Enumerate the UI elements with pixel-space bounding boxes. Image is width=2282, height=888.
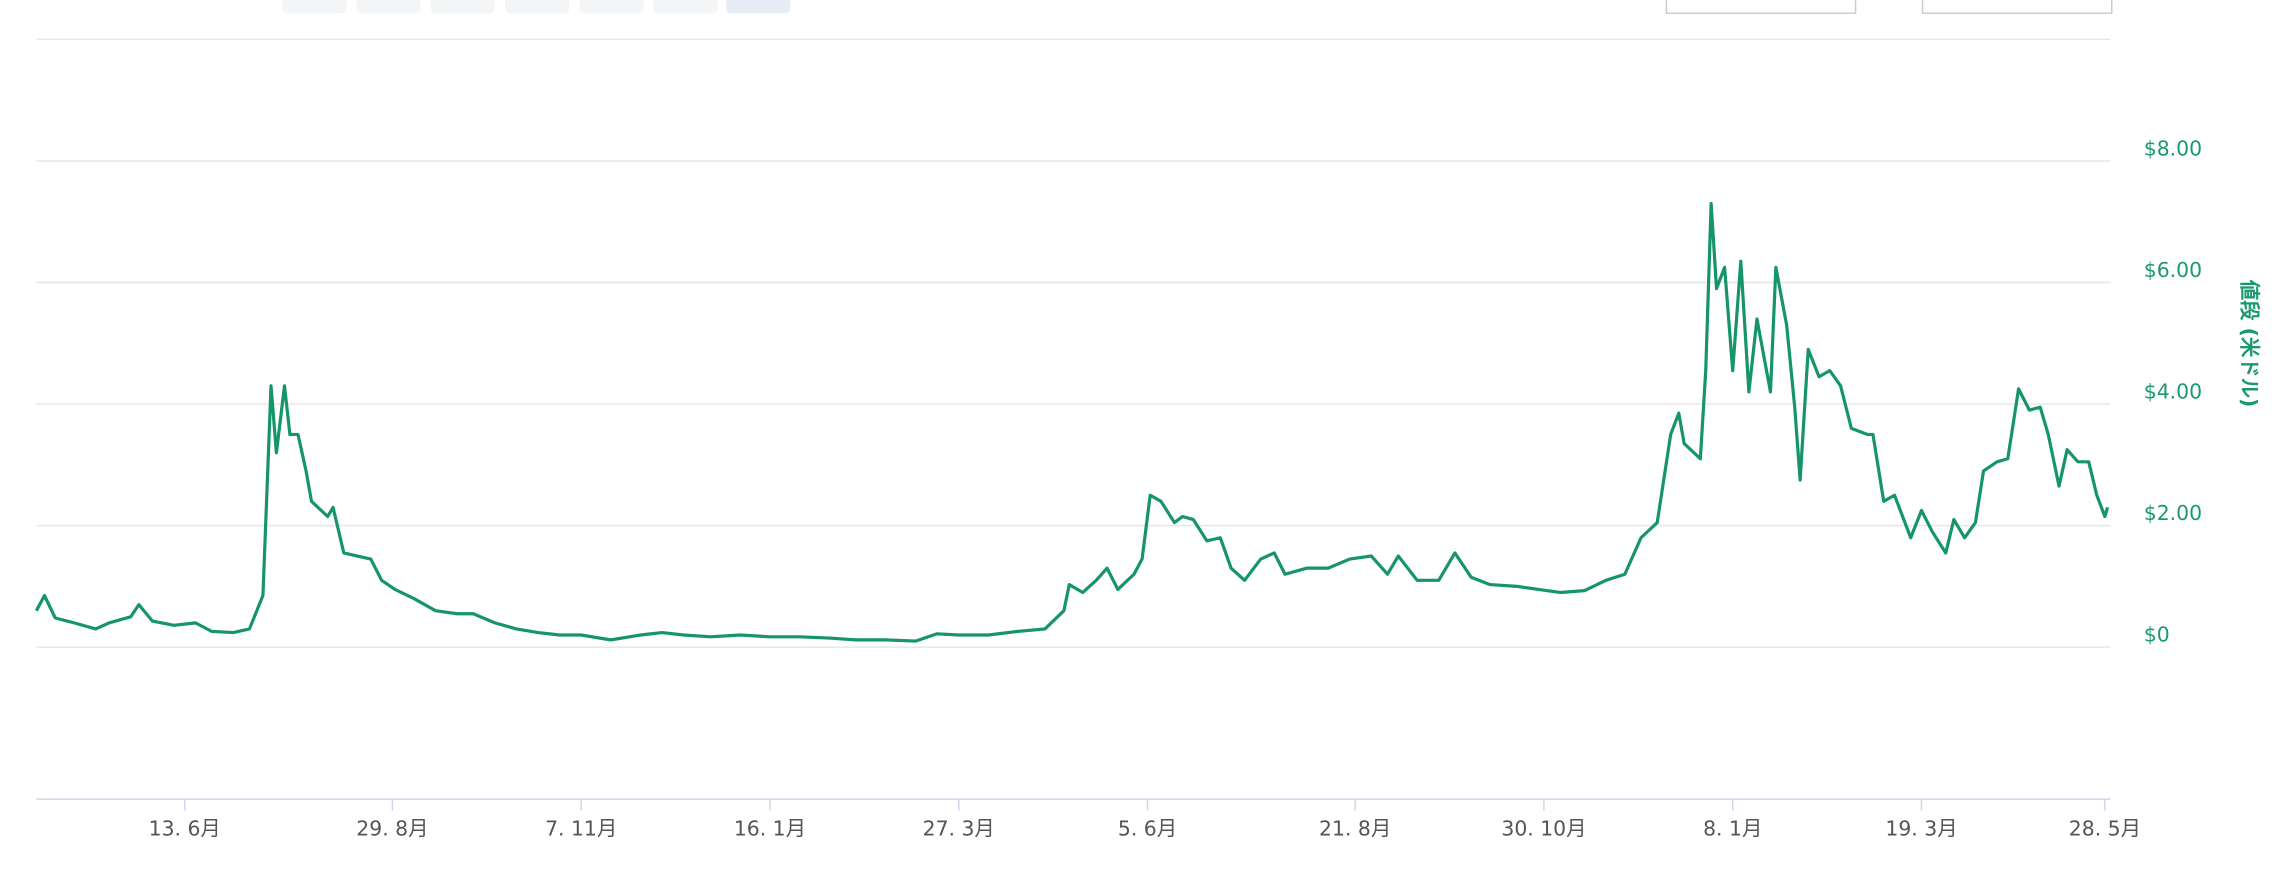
x-tick-label: 16. 1月 bbox=[734, 817, 806, 841]
y-tick-label: $2.00 bbox=[2144, 501, 2202, 525]
x-tick-label: 5. 6月 bbox=[1118, 817, 1177, 841]
x-tick-label: 28. 5月 bbox=[2069, 817, 2141, 841]
x-tick-label: 29. 8月 bbox=[356, 817, 428, 841]
date-input[interactable] bbox=[1665, 0, 1857, 14]
y-axis-title: 値段 (米ドル) bbox=[2238, 279, 2262, 408]
x-tick-label: 8. 1月 bbox=[1703, 817, 1762, 841]
x-tick-label: 19. 3月 bbox=[1885, 817, 1957, 841]
x-tick-label: 30. 10月 bbox=[1501, 817, 1586, 841]
date-input[interactable] bbox=[1921, 0, 2113, 14]
y-tick-label: $8.00 bbox=[2144, 136, 2202, 160]
range-button[interactable] bbox=[726, 0, 791, 14]
range-button[interactable] bbox=[653, 0, 718, 14]
x-tick-label: 27. 3月 bbox=[923, 817, 995, 841]
range-button[interactable] bbox=[356, 0, 421, 14]
x-tick-label: 7. 11月 bbox=[545, 817, 617, 841]
x-tick-label: 13. 6月 bbox=[149, 817, 221, 841]
x-tick-label: 21. 8月 bbox=[1319, 817, 1391, 841]
range-button[interactable] bbox=[505, 0, 570, 14]
y-tick-label: $0 bbox=[2144, 623, 2170, 647]
price-line bbox=[34, 201, 2110, 643]
range-button[interactable] bbox=[579, 0, 644, 14]
range-button[interactable] bbox=[282, 0, 347, 14]
y-tick-label: $4.00 bbox=[2144, 379, 2202, 403]
toolbar bbox=[282, 0, 2113, 14]
y-tick-label: $6.00 bbox=[2144, 258, 2202, 282]
range-button[interactable] bbox=[430, 0, 495, 14]
